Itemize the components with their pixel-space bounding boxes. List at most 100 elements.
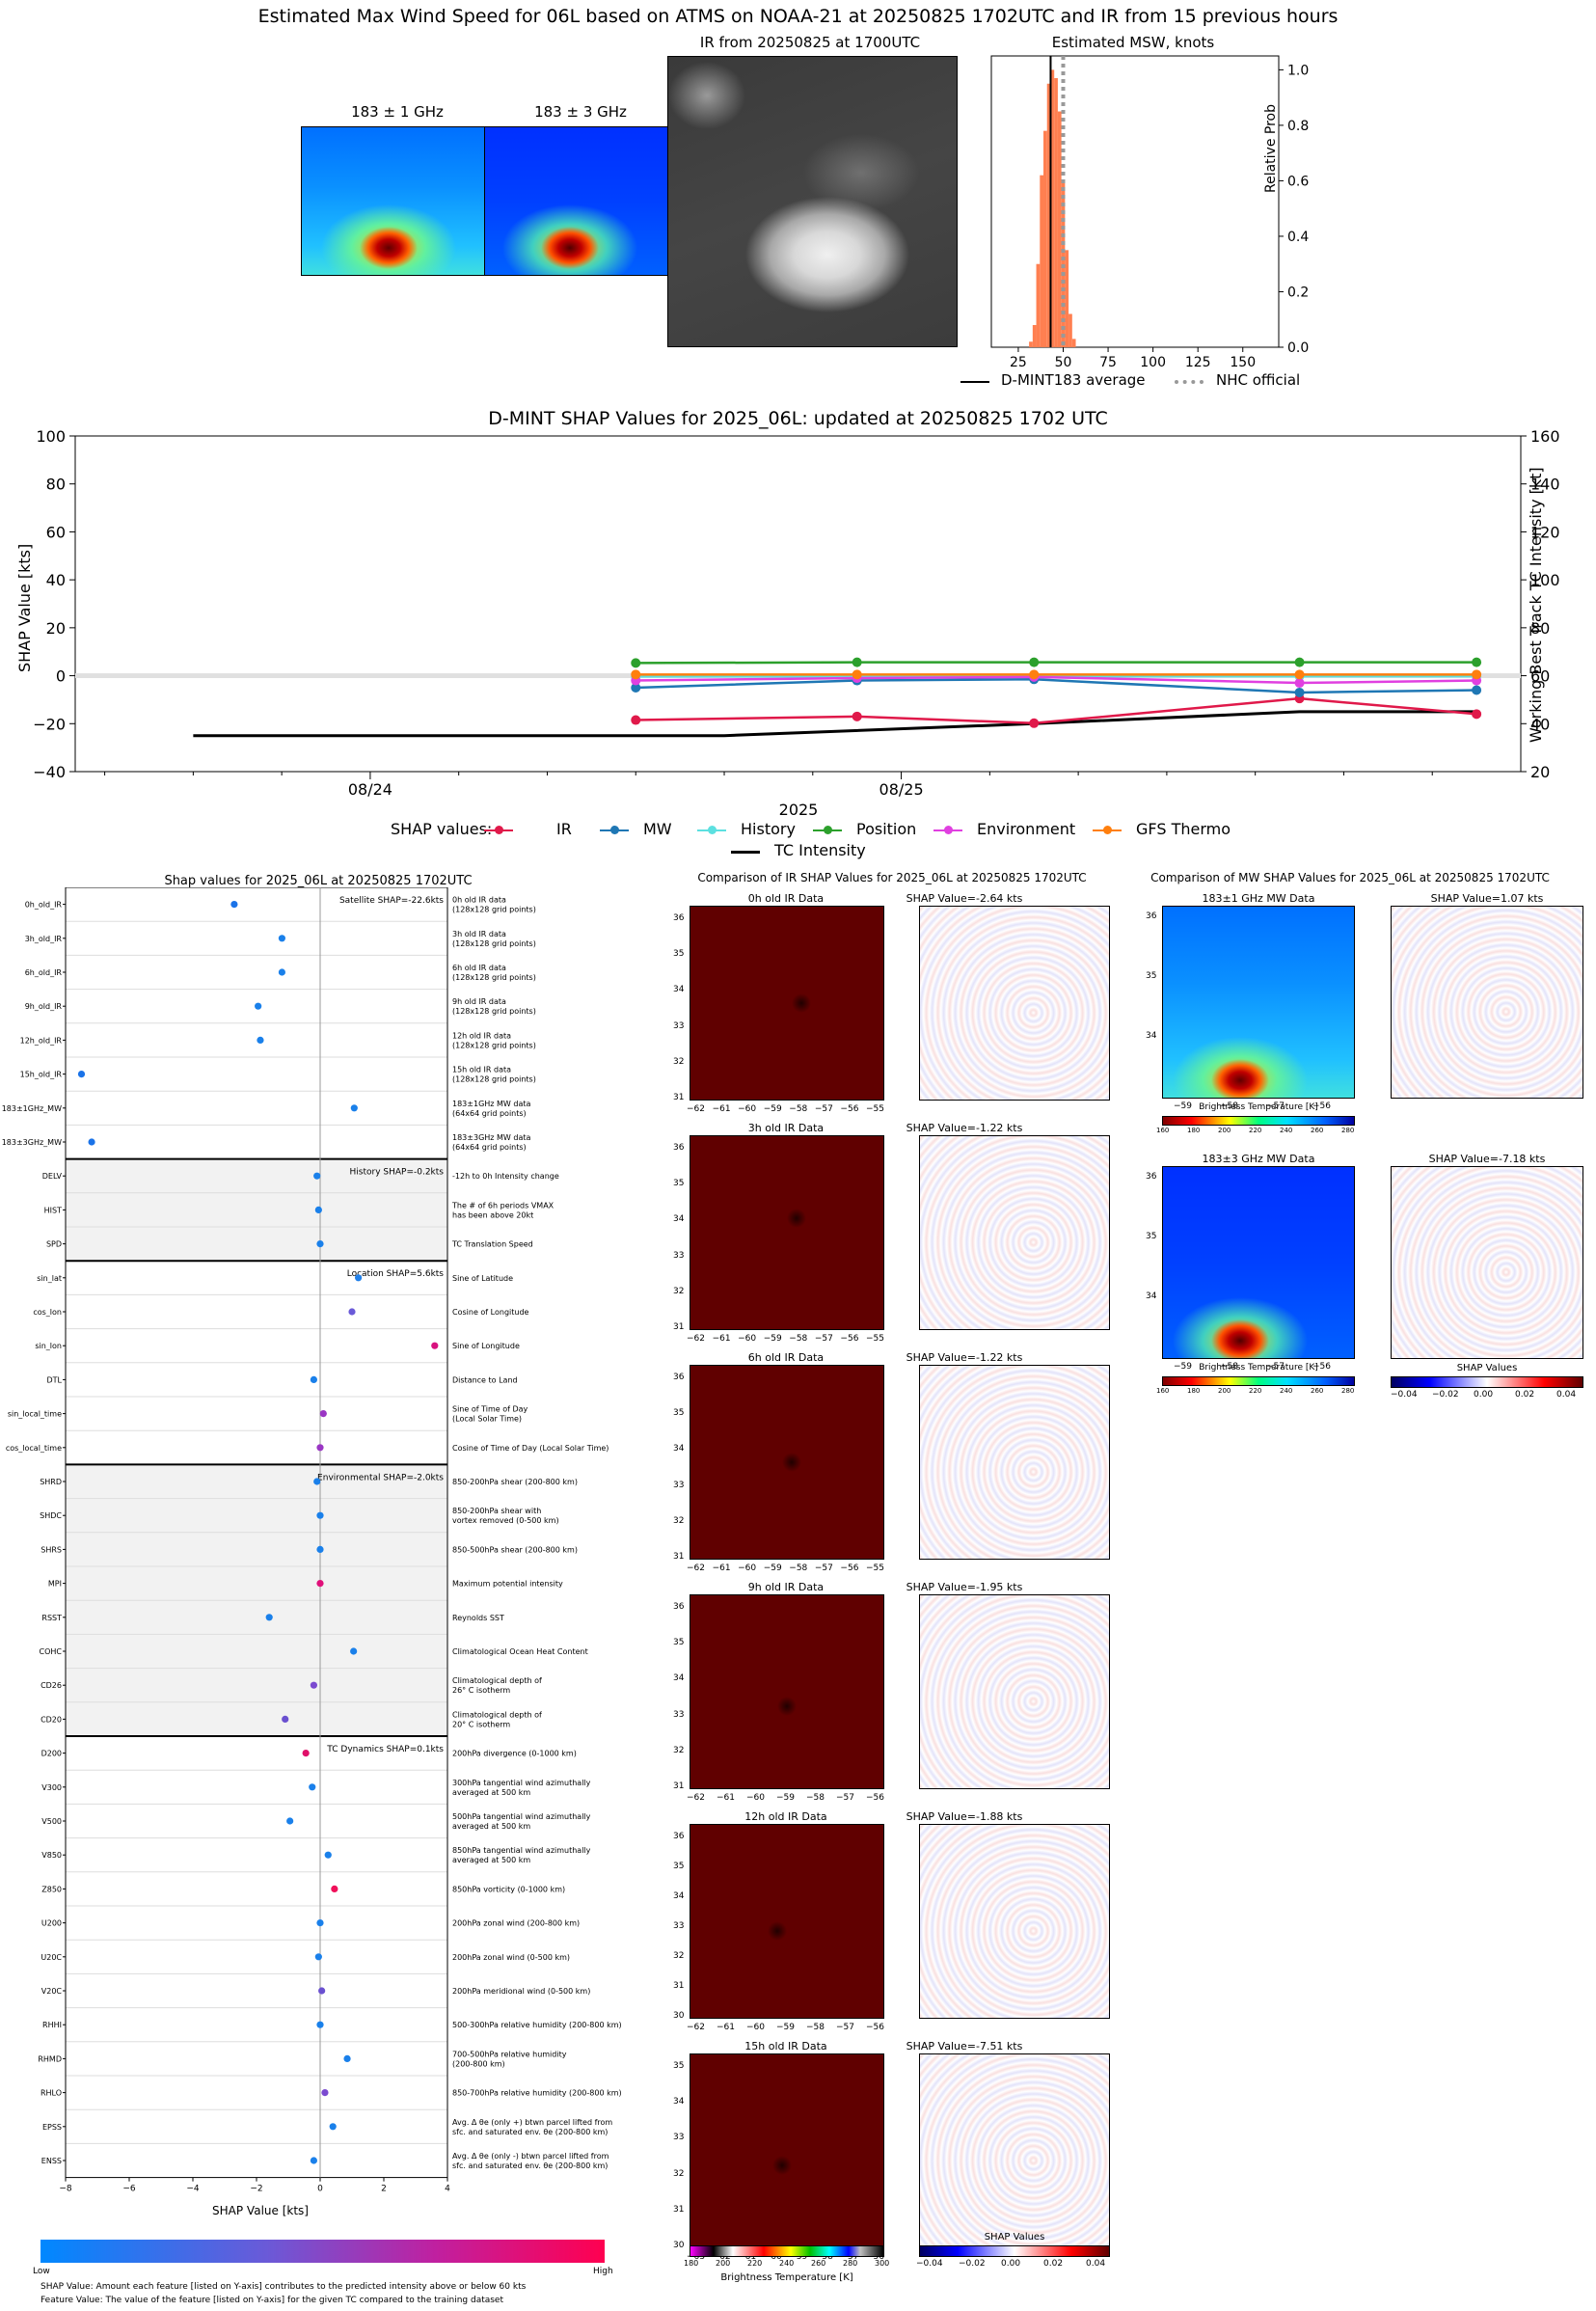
feature-point [278, 968, 285, 976]
ts-ytick-left-label: 20 [46, 619, 66, 638]
mw-xtick-label: −59 [1174, 1101, 1192, 1111]
ir-ytick-label: 36 [673, 1143, 685, 1153]
ir-xtick-label: −63 [687, 2252, 705, 2262]
feature-name: HIST [44, 1206, 62, 1214]
shap-bars-title: Shap values for 2025_06L at 20250825 170… [164, 874, 473, 888]
ts-series-position [636, 661, 1477, 665]
msw-bar [1029, 341, 1033, 347]
feature-name: 0h_old_IR [25, 901, 63, 910]
feature-point [329, 2123, 337, 2131]
feature-name: 183±3GHz_MW [2, 1138, 62, 1147]
ts-ytick-left-label: 80 [46, 476, 66, 494]
ir-xtick-label: −61 [717, 2023, 735, 2032]
feature-point [318, 1987, 326, 1995]
ts-ytick-left-label: 100 [36, 427, 66, 446]
ir-shap-image [919, 1824, 1110, 2019]
mw-shap-label: SHAP Value=-7.18 kts [1428, 1153, 1546, 1165]
feature-description: 200hPa zonal wind (200-800 km) [452, 1919, 580, 1928]
ir-ytick-label: 36 [673, 1602, 685, 1612]
feature-name: RHHI [42, 2021, 62, 2029]
feature-description: 700-500hPa relative humidity [452, 2050, 567, 2058]
legend-intensity-marker [731, 851, 760, 854]
ir-xtick-label: −62 [687, 1334, 705, 1344]
feature-description: 300hPa tangential wind azimuthally [452, 1779, 591, 1787]
ir-data-image [690, 2053, 884, 2248]
feature-name: ENSS [41, 2157, 62, 2165]
feature-point [431, 1342, 439, 1349]
msw-xtick-label: 50 [1055, 355, 1072, 370]
mw-bt-tick: 180 [1187, 1387, 1201, 1395]
mw-row-label: 183±1 GHz MW Data [1202, 892, 1315, 905]
bt-tick: 280 [843, 2259, 858, 2268]
mw-shap-image [1391, 906, 1583, 1099]
mw-shap-tick: −0.02 [1432, 1390, 1459, 1400]
feature-description: Climatological depth of [452, 1710, 542, 1719]
ir-xtick-label: −61 [738, 2252, 757, 2262]
feature-point [310, 1375, 317, 1383]
shap-tick: −0.04 [916, 2259, 943, 2269]
msw-bar [1046, 83, 1051, 347]
shap-ts-xlabel: 2025 [778, 801, 819, 819]
ir-xtick-label: −57 [814, 1334, 833, 1344]
feature-name: EPSS [42, 2123, 62, 2132]
mw-bt-tick: 240 [1280, 1387, 1293, 1395]
ir-xtick-label: −60 [738, 1334, 757, 1344]
feature-point [316, 1545, 324, 1553]
feature-name: CD26 [41, 1681, 62, 1690]
msw-bar [1043, 130, 1047, 347]
ir-xtick-label: −60 [763, 2252, 782, 2262]
feature-name: cos_local_time [6, 1444, 62, 1453]
ir-ytick-label: 35 [673, 1179, 685, 1189]
ir-xtick-label: −56 [866, 2252, 884, 2262]
feature-description: 200hPa meridional wind (0-500 km) [452, 1987, 590, 1996]
ts-point-mw [1294, 687, 1305, 697]
feature-name: SHRD [40, 1478, 62, 1486]
ir-ytick-label: 31 [673, 1322, 685, 1332]
ts-ytick-right-label: 120 [1530, 523, 1560, 541]
feature-description: Avg. Δ θe (only +) btwn parcel lifted fr… [452, 2118, 612, 2127]
feature-name: SHDC [40, 1511, 62, 1520]
ts-point-environment [1294, 678, 1305, 689]
feature-description: TC Translation Speed [451, 1240, 533, 1249]
feature-description: Distance to Land [452, 1375, 518, 1384]
bt-tick: 260 [811, 2259, 826, 2268]
feature-point [314, 1206, 322, 1213]
feature-description: (64x64 grid points) [452, 1109, 527, 1118]
feature-point [316, 1580, 324, 1588]
ts-point-ir [852, 711, 862, 721]
ir-xtick-label: −59 [776, 2023, 795, 2032]
msw-bar [1069, 313, 1072, 347]
ir-ytick-label: 35 [673, 2061, 685, 2071]
feature-description: (200-800 km) [452, 2059, 505, 2068]
mw-shap-tick: 0.02 [1515, 1390, 1535, 1400]
group-shade-history [66, 1158, 447, 1262]
legend-label-nhc: NHC official [1216, 371, 1301, 389]
ir-data-image [690, 1135, 884, 1330]
mw-bt-tick: 160 [1156, 1387, 1170, 1395]
legend-ir-marker [484, 826, 513, 834]
mw-bt-label: Brightness Temperature [K] [1199, 1102, 1318, 1112]
ir-ytick-label: 31 [673, 1093, 685, 1102]
mw-shap-colorbar [1391, 1376, 1583, 1388]
feature-name: 183±1GHz_MW [2, 1104, 62, 1113]
ir-shap-image [919, 1135, 1110, 1330]
feature-description: Climatological depth of [452, 1676, 542, 1685]
feature-name: 12h_old_IR [20, 1036, 63, 1045]
shap-xtick-label: 2 [381, 2185, 387, 2194]
msw-plot-frame [990, 55, 1280, 348]
feature-name: V300 [41, 1783, 62, 1792]
legend-mw-marker [600, 826, 629, 834]
msw-bar [1061, 180, 1066, 347]
ts-point-position [852, 657, 862, 667]
feature-name: 9h_old_IR [25, 1002, 63, 1011]
mw-bt-tick: 160 [1156, 1127, 1170, 1134]
ts-ytick-left-label: 60 [46, 523, 66, 541]
feature-description: 500hPa tangential wind azimuthally [452, 1812, 591, 1821]
ir-data-image [690, 1594, 884, 1789]
feature-description: 6h old IR data [452, 964, 506, 972]
ir-data-image [690, 906, 884, 1101]
mw-bt-tick: 220 [1249, 1387, 1262, 1395]
feature-description: 850-700hPa relative humidity (200-800 km… [452, 2089, 622, 2098]
ir-ytick-label: 32 [673, 2168, 685, 2179]
feature-point [313, 1172, 321, 1180]
